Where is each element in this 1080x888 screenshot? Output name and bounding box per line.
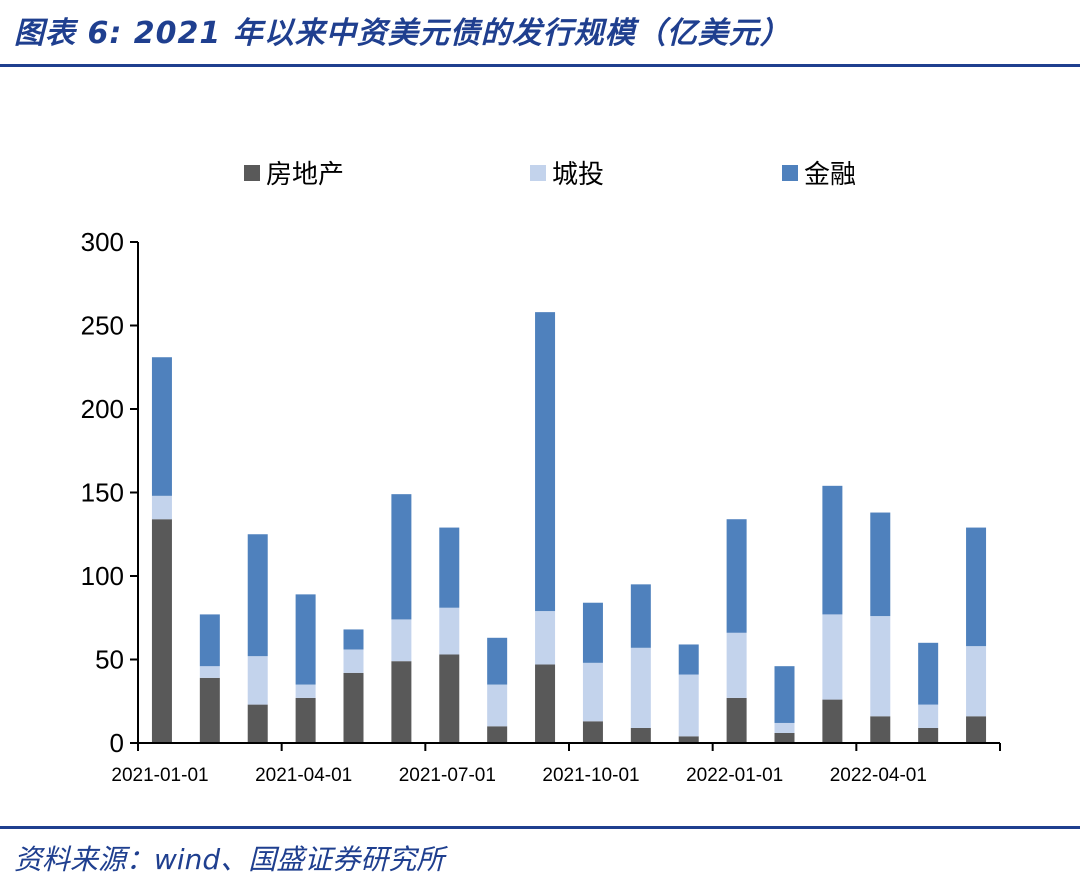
bar-金融-2021-10 <box>582 602 603 663</box>
bar-城投-2021-09 <box>535 611 556 665</box>
bar-房地产-2022-02 <box>774 732 795 743</box>
bar-房地产-2022-01 <box>726 697 747 743</box>
bar-金融-2022-04 <box>870 512 891 617</box>
source-note: 资料来源：wind、国盛证券研究所 <box>14 843 445 876</box>
bar-房地产-2022-03 <box>822 699 843 743</box>
y-tick-label: 200 <box>81 394 124 424</box>
bar-金融-2022-05 <box>918 642 939 705</box>
bar-城投-2021-10 <box>582 662 603 722</box>
legend-swatch-城投 <box>530 165 546 181</box>
bar-金融-2021-12 <box>678 644 699 675</box>
bar-金融-2021-07 <box>439 527 460 608</box>
bar-金融-2021-08 <box>487 637 508 685</box>
y-tick-label: 0 <box>110 728 124 758</box>
bar-房地产-2022-05 <box>918 727 939 743</box>
bar-城投-2022-02 <box>774 722 795 733</box>
bar-房地产-2021-04 <box>295 697 316 743</box>
bar-房地产-2021-05 <box>343 672 364 743</box>
bar-房地产-2021-01 <box>151 519 172 743</box>
bar-金融-2021-02 <box>199 614 220 667</box>
bar-城投-2021-04 <box>295 684 316 698</box>
y-tick-label: 250 <box>81 311 124 341</box>
y-tick-label: 150 <box>81 478 124 508</box>
x-tick-label: 2021-07-01 <box>399 765 496 786</box>
bar-金融-2022-06 <box>966 527 987 647</box>
bar-金融-2021-09 <box>535 312 556 612</box>
figure-title: 图表 6: 2021 年以来中资美元债的发行规模（亿美元） <box>14 16 791 51</box>
footer-divider <box>0 826 1080 829</box>
bar-房地产-2021-11 <box>630 727 651 743</box>
bar-金融-2022-02 <box>774 666 795 723</box>
bar-房地产-2021-09 <box>535 664 556 743</box>
bar-房地产-2021-07 <box>439 654 460 743</box>
bar-城投-2021-12 <box>678 674 699 737</box>
bar-房地产-2021-10 <box>582 721 603 743</box>
x-tick-label: 2021-04-01 <box>255 765 352 786</box>
legend-swatch-金融 <box>782 165 798 181</box>
x-tick-label: 2022-04-01 <box>830 765 927 786</box>
bar-房地产-2021-08 <box>487 726 508 743</box>
y-tick-label: 300 <box>81 227 124 257</box>
title-divider <box>0 64 1080 67</box>
bar-城投-2021-06 <box>391 619 412 662</box>
bar-城投-2022-01 <box>726 632 747 698</box>
bar-房地产-2021-03 <box>247 704 268 743</box>
bar-城投-2021-02 <box>199 666 220 678</box>
bar-房地产-2022-06 <box>966 716 987 743</box>
legend-swatch-房地产 <box>244 165 260 181</box>
bar-金融-2022-01 <box>726 519 747 633</box>
legend-label-金融: 金融 <box>804 160 856 190</box>
bar-房地产-2021-06 <box>391 661 412 743</box>
stacked-bar-chart: 0 50 100 150 200 250 300 2021-01-01 2021-04-01 20… <box>81 160 1001 786</box>
bar-城投-2022-04 <box>870 616 891 717</box>
bar-城投-2021-05 <box>343 649 364 673</box>
legend-label-城投: 城投 <box>552 160 604 190</box>
bar-城投-2021-07 <box>439 607 460 655</box>
x-tick-label: 2021-01-01 <box>111 765 208 786</box>
bar-金融-2021-01 <box>151 357 172 496</box>
bar-城投-2021-01 <box>151 495 172 520</box>
bar-金融-2022-03 <box>822 485 843 615</box>
bar-城投-2022-05 <box>918 704 939 728</box>
x-tick-label: 2022-01-01 <box>686 765 783 786</box>
bar-金融-2021-11 <box>630 584 651 648</box>
bar-城投-2022-03 <box>822 614 843 700</box>
x-tick-label: 2021-10-01 <box>542 765 639 786</box>
bar-金融-2021-04 <box>295 594 316 685</box>
bar-房地产-2021-12 <box>678 736 699 743</box>
bar-房地产-2022-04 <box>870 716 891 743</box>
bar-金融-2021-06 <box>391 494 412 620</box>
y-tick-label: 100 <box>81 561 124 591</box>
bar-金融-2021-05 <box>343 629 364 650</box>
bar-房地产-2021-02 <box>199 677 220 743</box>
legend-label-房地产: 房地产 <box>266 160 344 190</box>
bar-金融-2021-03 <box>247 534 268 657</box>
bar-城投-2022-06 <box>966 646 987 717</box>
bar-城投-2021-08 <box>487 684 508 727</box>
bar-城投-2021-03 <box>247 656 268 705</box>
y-tick-label: 50 <box>95 645 124 675</box>
bar-城投-2021-11 <box>630 647 651 728</box>
